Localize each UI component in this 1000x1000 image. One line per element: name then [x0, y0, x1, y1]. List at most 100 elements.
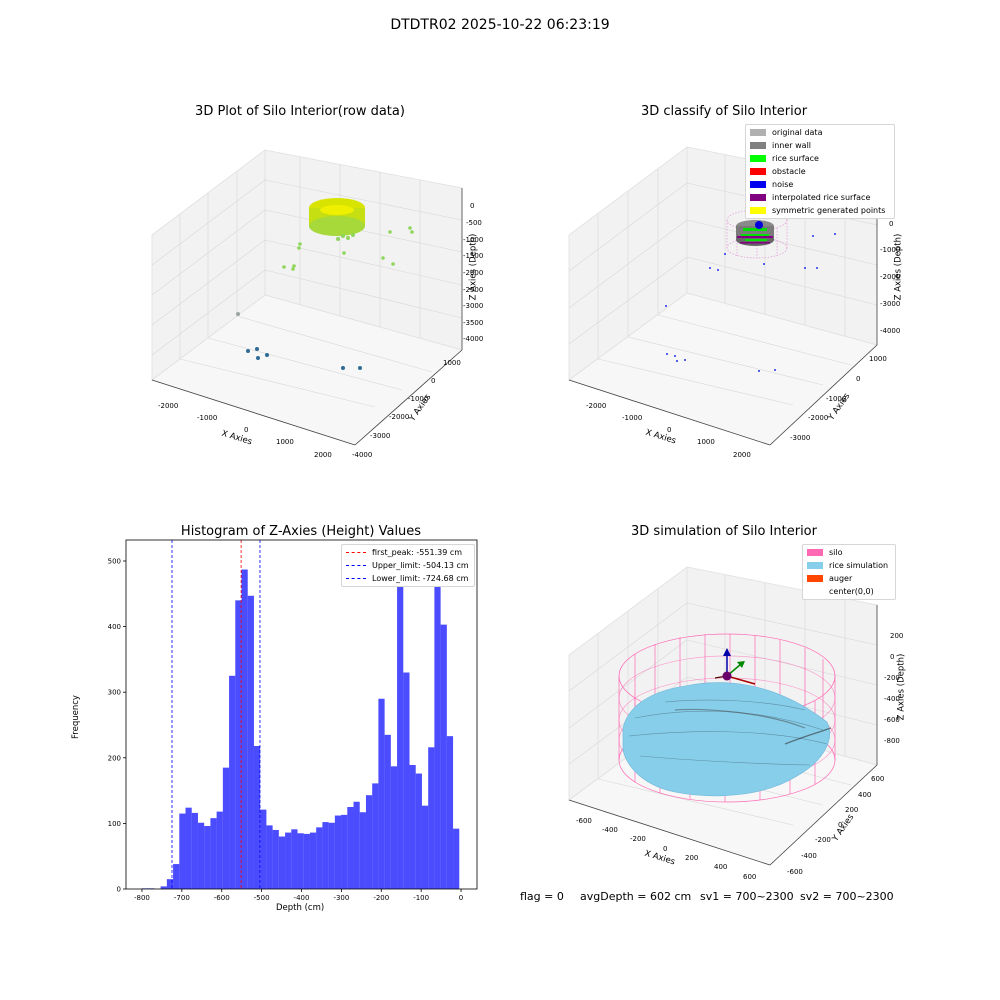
plot1-ytick: -1000 — [408, 395, 429, 403]
plot2-zlabel: Z Axies (Depth) — [893, 233, 904, 301]
hist-bar — [241, 569, 248, 889]
plot2-ztick: -4000 — [880, 327, 901, 335]
hist-bar — [278, 836, 286, 889]
hist-bar — [166, 879, 174, 889]
legend-item-first-peak: first_peak: -551.39 cm — [342, 546, 474, 559]
legend-swatch — [750, 207, 766, 214]
plot2-legend: original data inner wall rice surface ob… — [745, 124, 895, 219]
legend-item-obstacle: obstacle — [746, 165, 894, 178]
plot4-ytick: -200 — [815, 836, 831, 844]
hist-bar — [409, 765, 416, 889]
hist-bar — [210, 818, 217, 889]
plot4-xtick: -600 — [576, 817, 592, 825]
plot2-xtick: -1000 — [622, 414, 643, 422]
plot2-ytick: 1000 — [869, 355, 887, 363]
hist-bar — [303, 833, 310, 889]
figure-title: DTDTR02 2025-10-22 06:23:19 — [390, 17, 610, 33]
status-flag: flag = 0 — [520, 890, 564, 903]
plot2-xtick: 0 — [667, 426, 672, 434]
hist-bar — [222, 767, 230, 889]
hist-xtick-label: -400 — [294, 894, 310, 902]
legend-item-rice-simulation: rice simulation — [803, 559, 895, 572]
legend-label: auger — [829, 574, 853, 583]
hist-xtick-label: -600 — [214, 894, 230, 902]
legend-label: Lower_limit: -724.68 cm — [372, 574, 469, 583]
legend-swatch — [750, 155, 766, 162]
hist-bar — [322, 822, 329, 889]
hist-bar — [197, 822, 205, 889]
legend-label: silo — [829, 548, 843, 557]
legend-item-silo: silo — [803, 546, 895, 559]
hist-bar — [179, 813, 186, 889]
hist-bar — [428, 747, 435, 889]
hist-bar — [347, 806, 354, 889]
legend-item-noise: noise — [746, 178, 894, 191]
plot4-ytick: -400 — [801, 852, 817, 860]
legend-item-upper-limit: Upper_limit: -504.13 cm — [342, 559, 474, 572]
plot1-3d-axes — [151, 149, 463, 446]
legend-item-center: center(0,0) — [803, 585, 895, 598]
legend-swatch — [807, 575, 823, 582]
hist-bar — [204, 826, 211, 889]
legend-label: rice surface — [772, 154, 819, 163]
plot2-xtick: -2000 — [586, 402, 607, 410]
status-avg-depth: avgDepth = 602 cm — [580, 890, 692, 903]
legend-label: Upper_limit: -504.13 cm — [372, 561, 469, 570]
status-sv2: sv2 = 700~2300 — [800, 890, 894, 903]
plot2-xtick: 1000 — [697, 438, 715, 446]
plot4-xtick: 200 — [685, 854, 699, 862]
plot1-ytick: 1000 — [443, 359, 461, 367]
plot2-ztick: 0 — [889, 220, 894, 228]
hist-ytick-label: 400 — [108, 623, 121, 631]
hist-bar — [415, 773, 422, 889]
hist-bar — [247, 595, 254, 889]
plot1-title: 3D Plot of Silo Interior(row data) — [195, 104, 405, 119]
legend-line — [346, 552, 366, 553]
hist-bar — [216, 811, 223, 889]
hist-bar — [191, 812, 198, 889]
plot1-ztick: -2000 — [463, 269, 484, 277]
hist-bar — [272, 829, 279, 889]
hist-xtick-label: -100 — [413, 894, 429, 902]
hist-xtick-label: -500 — [254, 894, 270, 902]
plot4-ztick: 0 — [890, 653, 895, 661]
hist-legend: first_peak: -551.39 cm Upper_limit: -504… — [341, 544, 475, 587]
hist-bar — [378, 698, 385, 889]
hist-bar — [229, 675, 236, 889]
hist-bar — [390, 766, 398, 889]
plot4-title: 3D simulation of Silo Interior — [631, 524, 817, 539]
hist-ytick-label: 300 — [108, 689, 121, 697]
plot2-ztick: -2000 — [880, 273, 901, 281]
hist-ytick-label: 200 — [108, 754, 121, 762]
plot1-ytick: 0 — [431, 377, 436, 385]
legend-swatch — [750, 181, 766, 188]
plot2-ztick: -3000 — [880, 300, 901, 308]
legend-item-interpolated: interpolated rice surface — [746, 191, 894, 204]
plot1-ztick: -500 — [466, 219, 482, 227]
plot1-ztick: 0 — [470, 202, 475, 210]
legend-label: symmetric generated points — [772, 206, 886, 215]
plot4-xtick: -200 — [630, 835, 646, 843]
legend-swatch — [750, 129, 766, 136]
plot2-ytick: -3000 — [790, 434, 811, 442]
hist-title: Histogram of Z-Axies (Height) Values — [180, 524, 422, 539]
plot2-title: 3D classify of Silo Interior — [640, 104, 808, 119]
plot2-ytick: 0 — [856, 375, 861, 383]
hist-xtick-label: -300 — [333, 894, 349, 902]
plot4-ztick: -800 — [884, 737, 900, 745]
plot2-ztick: -1000 — [880, 246, 901, 254]
hist-ytick-label: 0 — [117, 886, 121, 894]
hist-bar — [403, 672, 410, 889]
plot4-xtick: -400 — [602, 826, 618, 834]
legend-item-lower-limit: Lower_limit: -724.68 cm — [342, 572, 474, 585]
legend-item-inner-wall: inner wall — [746, 139, 894, 152]
hist-bar — [434, 562, 441, 889]
plot1-ztick: -2500 — [463, 286, 484, 294]
hist-xtick-label: -700 — [174, 894, 190, 902]
hist-bar — [291, 829, 298, 889]
hist-bar — [328, 822, 335, 889]
hist-bar — [359, 812, 366, 889]
legend-swatch — [807, 588, 823, 595]
plot4-ztick: -600 — [884, 716, 900, 724]
hist-xtick-label: -800 — [134, 894, 150, 902]
